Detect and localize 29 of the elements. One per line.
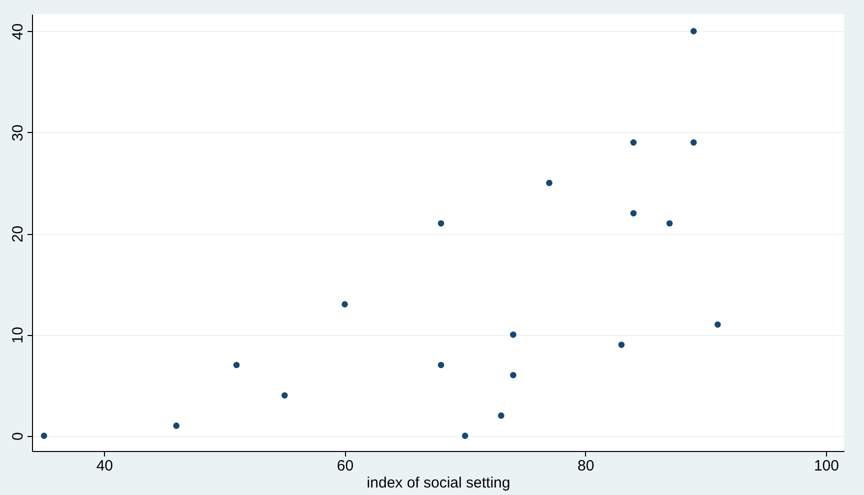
y-tick-label: 10: [10, 326, 26, 344]
point: [714, 321, 721, 328]
x-tick-label: 60: [336, 458, 354, 474]
point: [618, 342, 625, 348]
point: [173, 422, 180, 429]
x-tick-label: 80: [578, 458, 594, 474]
point: [281, 392, 288, 399]
point: [510, 332, 516, 338]
point: [546, 180, 552, 186]
y-tick-label: 20: [10, 226, 26, 242]
y-tick-label: 0: [10, 432, 26, 440]
y-tick-label: 30: [10, 124, 26, 142]
point: [462, 432, 468, 439]
x-tick-label: 40: [96, 458, 114, 474]
y-tick-label: 40: [10, 23, 26, 40]
point: [40, 432, 48, 439]
point: [666, 220, 673, 227]
point: [630, 210, 637, 216]
x-tick-label: 100: [814, 458, 839, 474]
point: [630, 139, 637, 146]
point: [690, 28, 697, 34]
point: [233, 362, 240, 368]
x-axis-title: index of social setting: [366, 474, 510, 492]
point: [438, 220, 444, 227]
point: [498, 412, 504, 419]
point: [342, 301, 348, 308]
point: [690, 139, 697, 146]
point: [438, 362, 444, 368]
point: [510, 372, 516, 378]
